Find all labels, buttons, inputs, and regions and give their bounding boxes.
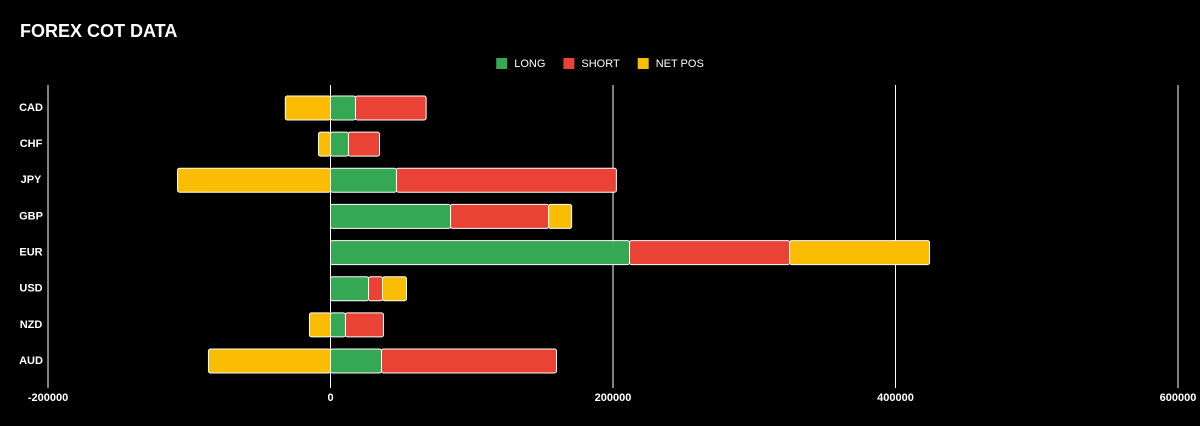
y-tick-label: AUD [19,355,43,367]
legend-swatch [563,58,575,69]
legend-label: NET POS [656,58,704,70]
bar-segment [347,131,381,157]
legend-swatch [637,58,649,69]
bar-segment [330,348,382,374]
grid: -200000 0 200000 400000 600000 [28,85,1197,404]
bar-segment [308,312,331,338]
bars: CAD CHF JPY GBP EUR USD NZD AUD [19,95,931,374]
bar-segment [344,312,384,338]
y-tick-label: NZD [20,319,43,331]
y-tick-label: JPY [21,174,42,186]
bar-segment [629,240,791,266]
bar-segment [367,276,383,302]
y-tick-label: GBP [19,210,43,222]
bar-segment [380,348,557,374]
legend-swatch [496,58,508,69]
x-tick-label: 0 [327,392,333,404]
bar-segment [789,240,931,266]
x-tick-label: 400000 [877,392,914,404]
y-tick-label: CAD [19,102,43,114]
y-tick-label: CHF [20,138,43,150]
bar-segment [330,312,346,338]
legend-label: LONG [514,58,545,70]
bar-segment [450,203,550,229]
legend-label: SHORT [581,58,620,70]
bar-segment [317,131,331,157]
chart-title: FOREX COT DATA [20,21,177,41]
bar-segment [395,167,617,193]
bar-segment [330,276,369,302]
legend: LONG SHORT NET POS [496,58,704,70]
bar-segment [381,276,407,302]
bar-segment [355,95,427,121]
bar-segment [284,95,331,121]
y-tick-label: EUR [19,246,42,258]
x-tick-label: -200000 [28,392,68,404]
bar-segment [330,240,631,266]
x-tick-label: 200000 [595,392,632,404]
x-tick-label: 600000 [1160,392,1197,404]
bar-segment [177,167,331,193]
bar-segment [330,131,349,157]
bar-segment [330,95,357,121]
bar-segment [330,167,397,193]
bar-segment [207,348,332,374]
y-tick-label: USD [19,283,42,295]
bar-segment [330,203,452,229]
bar-segment [548,203,573,229]
